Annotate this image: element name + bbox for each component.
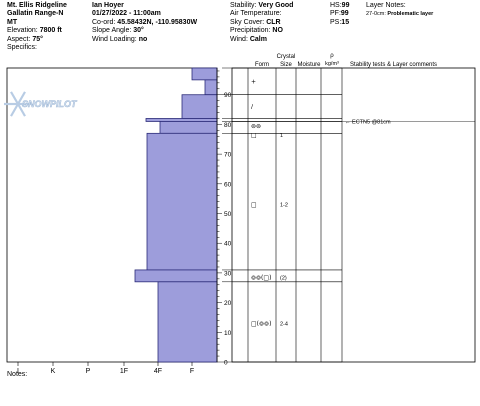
layer-notes-label: Layer Notes: <box>366 2 406 9</box>
layer-table-frame <box>231 67 476 363</box>
stability-label: Stability: <box>230 2 257 9</box>
slope-label: Slope Angle: <box>92 27 132 35</box>
depth-tick-label: 0 <box>224 360 228 367</box>
snowflake-arm <box>17 103 26 117</box>
elevation-label: Elevation: <box>7 27 38 35</box>
wind-value: Calm <box>249 35 267 43</box>
wind-loading-value: no <box>138 35 148 43</box>
depth-tick-label: 90 <box>224 92 232 99</box>
hardness-layer-bar <box>181 94 218 119</box>
hardness-tick-label: 1F <box>120 368 128 375</box>
stability-tests-header: Stability tests & Layer comments <box>350 62 437 68</box>
hardness-layer-bar <box>134 269 218 283</box>
hs-value: 99 <box>341 2 350 9</box>
size-header: Size <box>280 62 292 68</box>
crystal-size-value: 1 <box>280 133 283 139</box>
form-header: Form <box>255 62 269 68</box>
sky-cover-value: CLR <box>266 18 281 26</box>
layer-note-text: Problematic layer <box>387 11 434 18</box>
header-conditions-block: Stability: Very Good Air Temperature: Sk… <box>230 2 293 44</box>
crystal-form-symbol: + <box>251 78 256 85</box>
pf-label: PF: <box>330 10 341 18</box>
pf-value: 99 <box>340 10 349 18</box>
depth-tick-label: 10 <box>224 330 232 337</box>
depth-tick-label: 20 <box>224 300 232 307</box>
depth-tick-label: 70 <box>224 152 232 159</box>
snowflake-arm <box>17 91 26 105</box>
hardness-layer-bar <box>204 79 218 96</box>
specifics-label: Specifics: <box>7 43 37 51</box>
crystal-form-symbol: ∕ <box>251 104 254 111</box>
observation-date: 01/27/2022 - 11:00am <box>92 10 161 18</box>
hardness-tick-label: F <box>190 368 194 375</box>
depth-tick-label: 80 <box>224 122 232 129</box>
hardness-tick-label: K <box>51 368 56 375</box>
state: MT <box>7 18 18 26</box>
crystal-form-symbol: □ <box>251 202 257 209</box>
crystal-form-symbol: □ <box>251 132 257 139</box>
hardness-layer-bar <box>145 118 218 122</box>
crystal-size-value: (2) <box>280 275 287 281</box>
air-temp-label: Air Temperature: <box>230 10 282 18</box>
profile-header: Mt. Ellis Ridgeline Gallatin Range-N MT … <box>0 2 480 64</box>
crystal-size-value: 2-4 <box>280 321 288 327</box>
moisture-header: Moisture <box>297 62 321 68</box>
depth-tick-label: 50 <box>224 211 232 218</box>
precip-value: NO <box>272 27 283 35</box>
density-symbol-header: ρ <box>330 53 334 59</box>
snowflake-arm <box>10 91 19 105</box>
stability-test-label: ← ECTN5 @81cm <box>345 119 391 125</box>
hardness-layer-bar <box>157 281 218 363</box>
density-unit-header: kg/m³ <box>325 61 339 67</box>
site-name: Mt. Ellis Ridgeline <box>7 2 67 9</box>
header-observer-block: Ian Hoyer 01/27/2022 - 11:00am Co-ord: 4… <box>92 2 197 44</box>
snowflake-arm <box>10 103 19 117</box>
header-layer-notes-block: Layer Notes: 27-0cm: Problematic layer <box>366 2 433 19</box>
header-depths-block: HS:99 PF:99 PS:15 <box>330 2 349 27</box>
coord-value: 45.58432N, -110.95830W <box>117 18 198 26</box>
hardness-tick-label: I <box>17 368 19 375</box>
hardness-layer-bar <box>159 121 218 134</box>
ps-value: 15 <box>341 18 350 26</box>
snowpilot-logo: SNOWPILOT <box>22 99 78 109</box>
crystal-form-symbol: ⊚⊚(□) <box>251 274 271 281</box>
depth-tick-label: 30 <box>224 270 232 277</box>
sky-cover-label: Sky Cover: <box>230 18 265 26</box>
wind-label: Wind: <box>230 35 248 43</box>
wind-loading-label: Wind Loading: <box>92 35 137 43</box>
crystal-form-symbol: □(⊚⊚) <box>251 320 271 327</box>
precip-label: Precipitation: <box>230 27 271 35</box>
range-name: Gallatin Range-N <box>7 10 64 18</box>
crystal-size-value: 1-2 <box>280 203 288 209</box>
coord-label: Co-ord: <box>92 18 116 26</box>
hardness-layer-bar <box>146 132 218 271</box>
hardness-layer-bar <box>191 67 218 81</box>
aspect-label: Aspect: <box>7 35 31 43</box>
hardness-tick-label: 4F <box>154 368 162 375</box>
depth-tick-label: 40 <box>224 241 232 248</box>
stability-value: Very Good <box>258 2 294 9</box>
slope-value: 30° <box>133 27 144 35</box>
depth-tick-label: 60 <box>224 181 232 188</box>
observer-name: Ian Hoyer <box>92 2 124 9</box>
crystal-header: Crystal <box>277 54 296 60</box>
ps-label: PS: <box>330 18 342 26</box>
hs-label: HS: <box>330 2 342 9</box>
notes-label: Notes: <box>7 371 28 378</box>
layer-note-depth: 27-0cm: <box>366 11 386 18</box>
hardness-tick-label: P <box>86 368 91 375</box>
aspect-value: 75° <box>32 35 43 43</box>
elevation-value: 7800 ft <box>39 27 62 35</box>
crystal-form-symbol: ⊚⊚ <box>251 123 261 130</box>
header-location-block: Mt. Ellis Ridgeline Gallatin Range-N MT … <box>7 2 67 52</box>
